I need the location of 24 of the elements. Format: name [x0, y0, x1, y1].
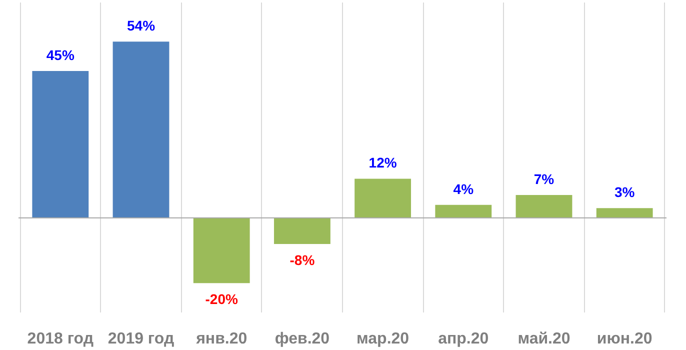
data-label: -8% [290, 252, 316, 268]
x-tick-label: апр.20 [438, 330, 489, 348]
bar [112, 42, 170, 218]
bar [596, 208, 653, 218]
x-tick-label: 2019 год [108, 330, 174, 348]
data-label: -20% [205, 291, 238, 308]
bar [193, 218, 250, 284]
x-tick-label: май.20 [518, 330, 570, 348]
bar [354, 178, 412, 218]
data-label: 54% [126, 18, 156, 34]
data-label: 45% [46, 47, 75, 64]
bar [274, 218, 330, 244]
data-label: 7% [534, 171, 555, 188]
bar [32, 71, 89, 218]
data-label: 3% [614, 184, 636, 200]
x-tick-label: фев.20 [274, 330, 330, 348]
data-label: 4% [453, 180, 474, 197]
x-tick-label: мар.20 [356, 330, 410, 348]
x-tick-label: янв.20 [195, 330, 248, 348]
x-tick-label: 2018 год [27, 330, 94, 348]
x-tick-label: июн.20 [596, 330, 652, 348]
bar [435, 204, 492, 218]
bar [516, 195, 572, 218]
data-label: 12% [368, 154, 398, 171]
